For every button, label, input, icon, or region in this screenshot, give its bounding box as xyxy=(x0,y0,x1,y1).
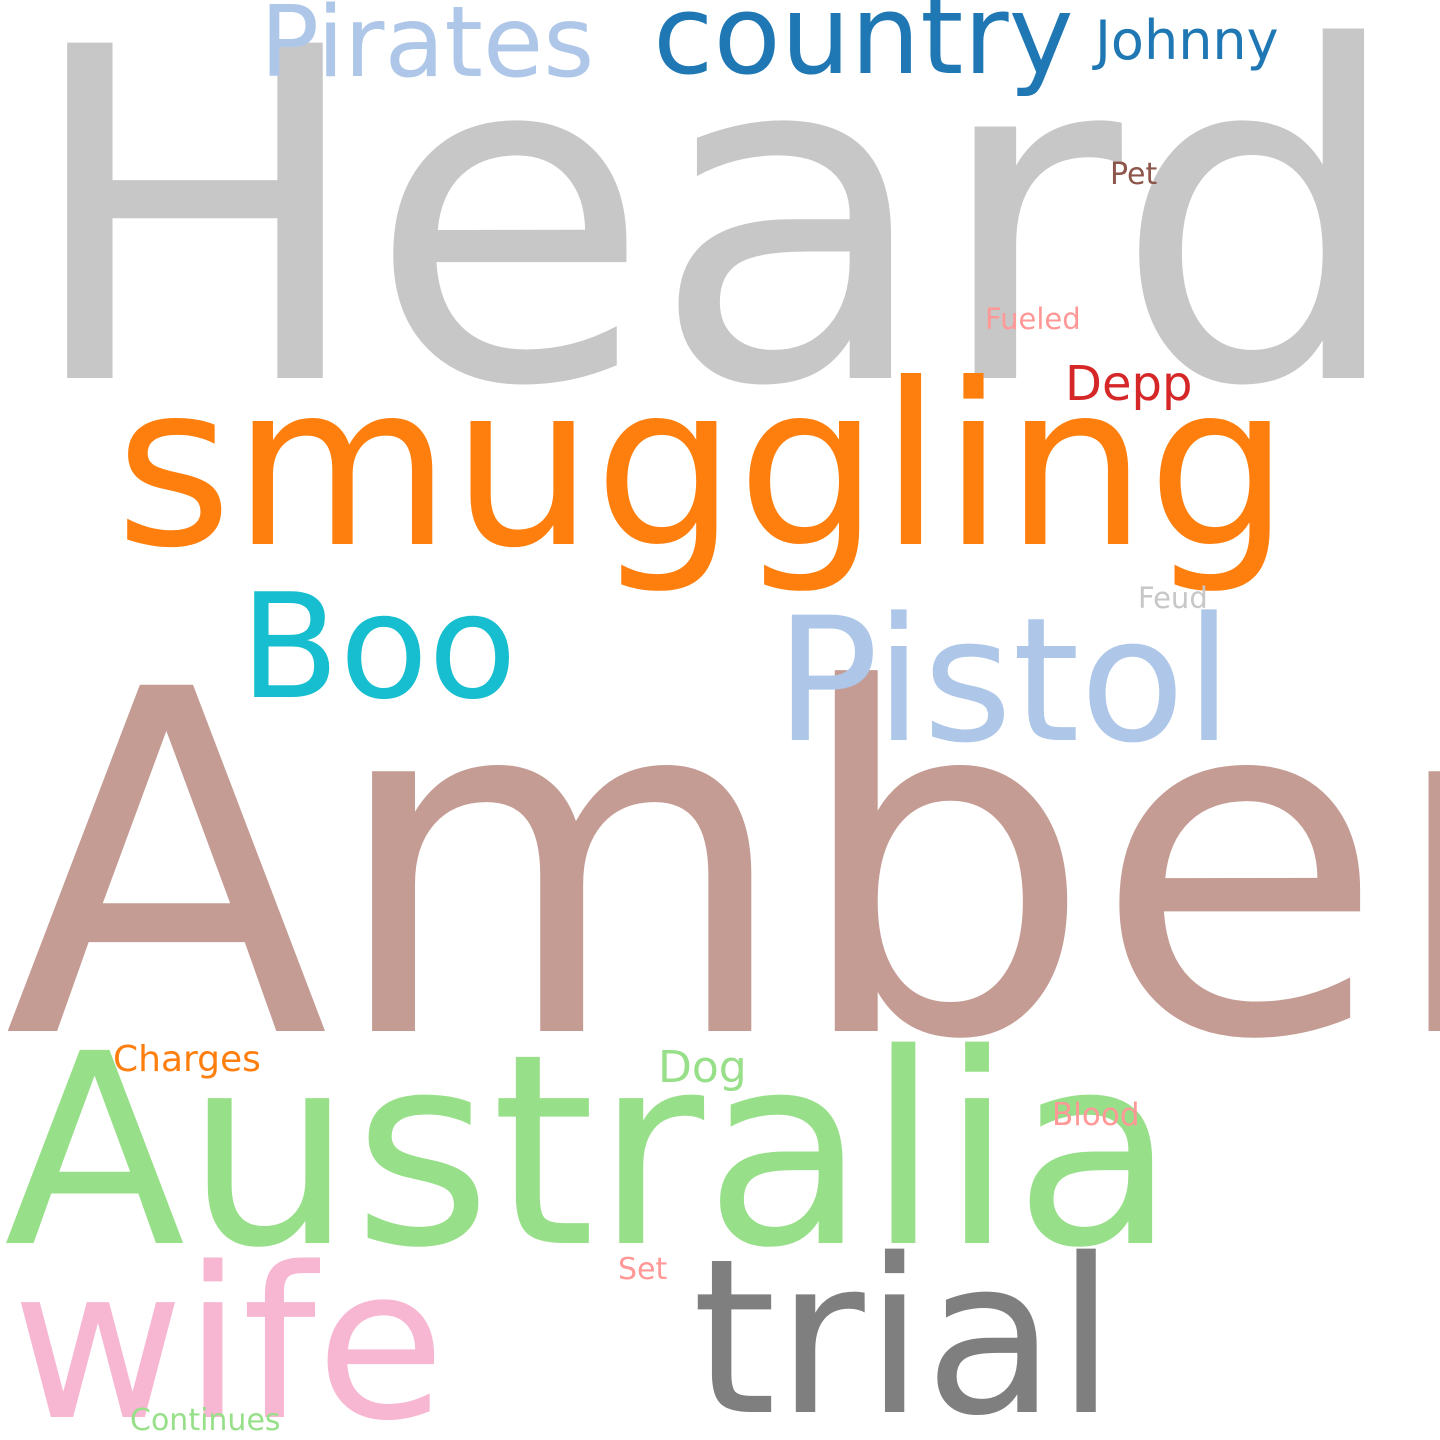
word-pet: Pet xyxy=(1110,157,1158,192)
word-charges: Charges xyxy=(113,1039,261,1080)
word-blood: Blood xyxy=(1052,1097,1140,1133)
word-set: Set xyxy=(618,1252,668,1287)
word-boo: Boo xyxy=(240,563,517,732)
word-depp: Depp xyxy=(1065,356,1193,412)
word-pistol: Pistol xyxy=(775,580,1233,781)
word-fueled: Fueled xyxy=(985,302,1081,336)
word-pirates: Pirates xyxy=(260,0,595,100)
word-amber: Amber xyxy=(4,591,1440,1144)
word-wife: wife xyxy=(12,1222,446,1440)
word-johnny: Johnny xyxy=(1095,9,1279,72)
word-trial: trial xyxy=(692,1212,1116,1440)
word-smuggling: smuggling xyxy=(115,336,1291,598)
word-australia: Australia xyxy=(4,998,1177,1306)
word-dog: Dog xyxy=(658,1042,747,1093)
word-heard: Heard xyxy=(22,0,1406,487)
word-country: country xyxy=(653,0,1074,99)
word-continues: Continues xyxy=(130,1403,281,1438)
word-feud: Feud xyxy=(1138,581,1208,615)
